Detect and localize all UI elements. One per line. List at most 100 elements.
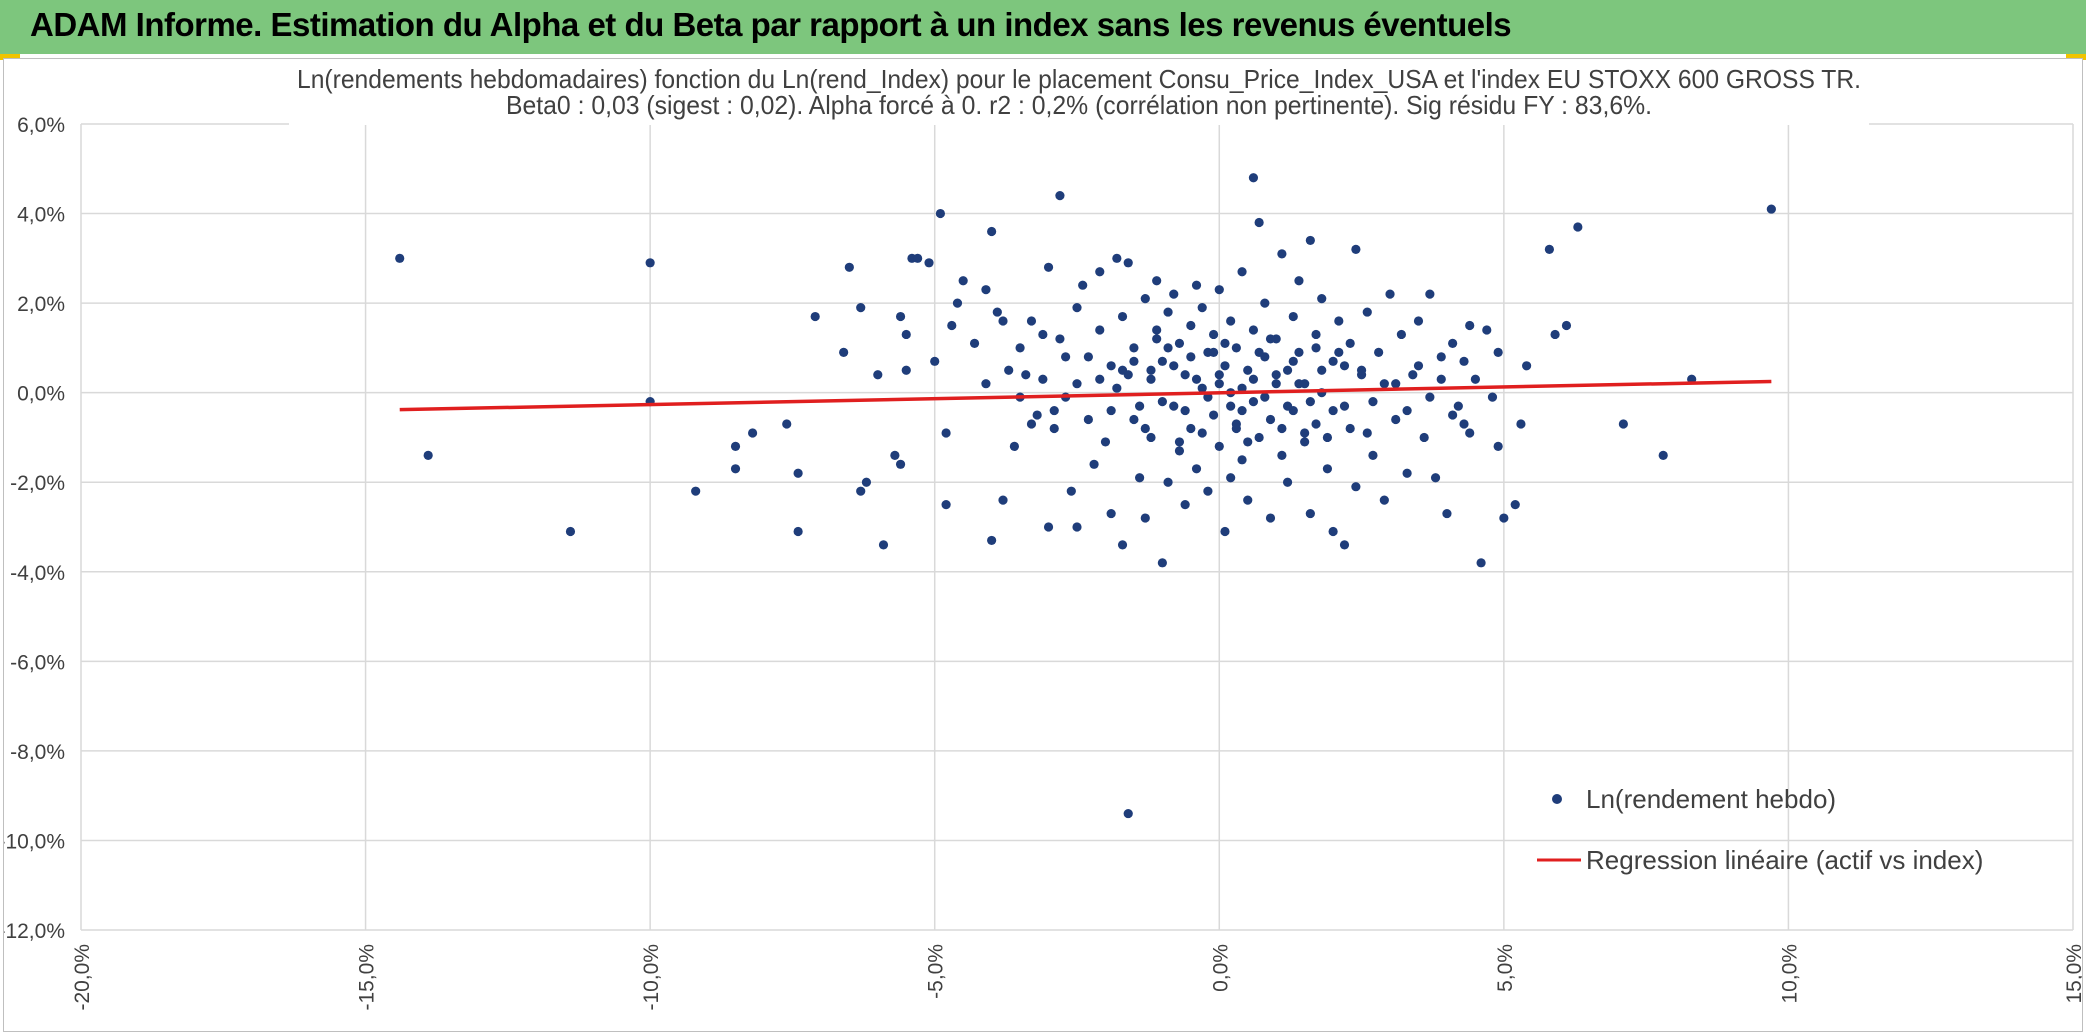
scatter-point xyxy=(1157,356,1167,366)
scatter-point xyxy=(1311,343,1321,353)
scatter-point xyxy=(645,258,655,268)
scatter-point xyxy=(1510,500,1520,510)
legend-point-marker xyxy=(1552,794,1562,804)
scatter-point xyxy=(1214,441,1224,451)
scatter-point xyxy=(1026,419,1037,429)
scatter-point xyxy=(1334,347,1344,357)
y-tick-label: -12,0% xyxy=(4,920,65,943)
regression-line-group xyxy=(399,379,1772,412)
scatter-point xyxy=(1055,334,1065,344)
scatter-point xyxy=(1282,365,1293,375)
scatter-point xyxy=(1186,352,1196,362)
scatter-point xyxy=(1288,311,1298,322)
scatter-point xyxy=(1129,414,1139,425)
scatter-point xyxy=(1408,370,1418,380)
scatter-point xyxy=(1282,477,1293,487)
scatter-point xyxy=(1248,173,1259,183)
scatter-point xyxy=(1442,508,1452,519)
x-tick-label: 15,0% xyxy=(2063,944,2082,1004)
scatter-point xyxy=(1379,379,1389,389)
data-points xyxy=(395,173,1776,819)
scatter-point xyxy=(1294,347,1304,357)
y-tick-label: -2,0% xyxy=(10,472,65,495)
scatter-point xyxy=(1356,365,1367,375)
scatter-point xyxy=(1220,338,1230,349)
scatter-point xyxy=(1243,365,1253,375)
scatter-point xyxy=(1425,392,1435,402)
scatter-point xyxy=(998,495,1008,505)
scatter-point xyxy=(1203,486,1213,496)
scatter-point xyxy=(1493,347,1503,357)
scatter-point xyxy=(1140,423,1150,434)
scatter-point xyxy=(1368,397,1378,407)
chart-subtitle: Beta0 : 0,03 (sigest : 0,02). Alpha forc… xyxy=(506,90,1652,120)
scatter-point xyxy=(1402,468,1412,478)
scatter-point xyxy=(1038,329,1048,340)
scatter-point xyxy=(1163,477,1173,487)
scatter-point xyxy=(1015,343,1025,353)
y-tick-label: -6,0% xyxy=(10,651,65,674)
scatter-point xyxy=(730,464,741,474)
scatter-point xyxy=(691,486,701,496)
scatter-point xyxy=(1265,414,1276,425)
scatter-point xyxy=(1021,370,1031,380)
scatter-point xyxy=(1180,370,1190,380)
scatter-point xyxy=(1169,401,1179,411)
legend-point-label: Ln(rendement hebdo) xyxy=(1586,784,1836,814)
scatter-point xyxy=(1385,289,1395,299)
y-tick-label: 4,0% xyxy=(17,204,65,227)
scatter-point xyxy=(1169,361,1179,371)
scatter-point xyxy=(1311,419,1321,429)
scatter-point xyxy=(987,535,997,546)
scatter-point xyxy=(952,298,963,308)
scatter-point xyxy=(1009,441,1019,451)
scatter-point xyxy=(1226,401,1236,411)
scatter-point xyxy=(1237,383,1247,393)
scatter-point xyxy=(1072,379,1082,389)
scatter-point xyxy=(1254,347,1264,357)
scatter-point xyxy=(1277,450,1287,460)
scatter-point xyxy=(1550,329,1560,340)
scatter-point xyxy=(924,258,934,268)
scatter-point xyxy=(1174,446,1185,456)
scatter-point xyxy=(1214,370,1224,380)
chart-title: Ln(rendements hebdomadaires) fonction du… xyxy=(297,64,1861,94)
scatter-point xyxy=(1049,423,1059,434)
scatter-point xyxy=(1459,356,1469,366)
scatter-point xyxy=(1243,437,1253,447)
scatter-point xyxy=(861,477,872,487)
scatter-point xyxy=(1112,383,1122,393)
scatter-point xyxy=(1499,513,1509,523)
scatter-point xyxy=(1453,401,1463,411)
scatter-point xyxy=(1208,329,1219,340)
scatter-point xyxy=(1368,450,1378,460)
axis-tick-labels: 6,0% 4,0% 2,0% 0,0% -2,0% -4,0% -6,0% -8,0% -10,… xyxy=(4,114,2082,1011)
scatter-point xyxy=(1493,441,1503,451)
scatter-point xyxy=(1248,374,1259,384)
scatter-point xyxy=(1294,276,1304,286)
scatter-point xyxy=(1487,392,1498,402)
scatter-point xyxy=(1362,428,1372,438)
scatter-point xyxy=(1282,401,1293,411)
scatter-point xyxy=(1226,316,1236,326)
page-title: ADAM Informe. Estimation du Alpha et du … xyxy=(30,6,1512,43)
scatter-point xyxy=(1288,356,1298,366)
scatter-point xyxy=(1146,432,1156,443)
scatter-point xyxy=(1123,258,1133,268)
x-tick-label: -10,0% xyxy=(640,944,663,1011)
scatter-point xyxy=(423,450,433,460)
scatter-point xyxy=(1117,311,1128,322)
scatter-point xyxy=(901,365,911,375)
scatter-point xyxy=(1351,482,1361,492)
scatter-point xyxy=(1226,473,1236,483)
y-tick-label: -8,0% xyxy=(10,741,65,764)
scatter-point xyxy=(839,347,849,357)
scatter-point xyxy=(1402,405,1412,416)
scatter-point xyxy=(1658,450,1668,460)
scatter-point xyxy=(1135,473,1145,483)
scatter-point xyxy=(992,307,1002,317)
scatter-point xyxy=(730,441,741,451)
scatter-point xyxy=(998,316,1008,326)
scatter-point xyxy=(1516,419,1526,429)
scatter-point xyxy=(1072,302,1082,313)
